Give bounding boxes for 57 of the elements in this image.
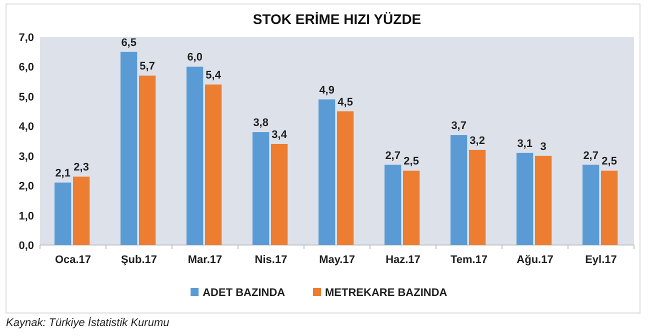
y-tick-label: 0,0 bbox=[18, 240, 34, 252]
data-label: 2,5 bbox=[602, 156, 617, 168]
x-tick-label: Ağu.17 bbox=[516, 254, 554, 266]
x-tick-label: Eyl.17 bbox=[585, 254, 617, 266]
data-label: 3 bbox=[540, 140, 546, 153]
y-tick-label: 5,0 bbox=[18, 91, 34, 104]
data-label: 2,5 bbox=[404, 156, 419, 168]
data-label: 2,7 bbox=[583, 150, 598, 162]
bar bbox=[337, 111, 354, 245]
data-label: 6,0 bbox=[187, 52, 202, 64]
data-label: 3,1 bbox=[517, 138, 532, 150]
x-tick-label: Tem.17 bbox=[450, 254, 488, 266]
legend-label: METREKARE BAZINDA bbox=[325, 287, 448, 299]
bar bbox=[535, 156, 552, 245]
bar bbox=[271, 144, 288, 245]
bar bbox=[450, 135, 468, 245]
y-tick-label: 2,0 bbox=[18, 180, 34, 193]
y-tick-label: 6,0 bbox=[18, 62, 34, 74]
data-label: 6,5 bbox=[121, 36, 136, 49]
bar bbox=[252, 132, 270, 245]
data-label: 4,5 bbox=[338, 96, 353, 108]
x-tick-label: Şub.17 bbox=[120, 254, 158, 266]
bar bbox=[139, 76, 156, 245]
x-tick-label: Oca.17 bbox=[54, 254, 92, 266]
bar bbox=[205, 84, 222, 245]
text: Kaynak: Türkiye İstatistik Kurumu bbox=[6, 316, 170, 329]
bar bbox=[516, 152, 534, 245]
chart-title: STOK ERİME HIZI YÜZDE bbox=[252, 11, 422, 27]
y-tick-label: 7,0 bbox=[18, 32, 34, 44]
bar bbox=[582, 164, 600, 245]
bar bbox=[384, 164, 402, 245]
data-label: 2,7 bbox=[385, 150, 400, 162]
y-tick-label: 1,0 bbox=[18, 210, 34, 222]
bar bbox=[403, 170, 420, 245]
bar bbox=[73, 176, 90, 245]
data-label: 5,4 bbox=[206, 70, 222, 82]
x-tick-label: Haz.17 bbox=[386, 254, 420, 266]
data-label: 3,2 bbox=[470, 134, 485, 147]
data-label: 3,4 bbox=[272, 128, 288, 141]
y-tick-label: 3,0 bbox=[18, 150, 34, 163]
data-label: 2,3 bbox=[74, 162, 89, 174]
x-tick-label: Mar.17 bbox=[188, 254, 222, 266]
x-tick-label: May.17 bbox=[319, 254, 355, 266]
data-label: 2,1 bbox=[55, 168, 70, 180]
bar bbox=[120, 52, 138, 245]
bar bbox=[54, 182, 72, 245]
bar bbox=[318, 99, 336, 245]
data-label: 3,7 bbox=[451, 120, 466, 132]
data-label: 5,7 bbox=[140, 60, 155, 73]
data-label: 4,9 bbox=[319, 84, 334, 96]
legend-label: ADET BAZINDA bbox=[202, 287, 286, 299]
y-tick-label: 4,0 bbox=[18, 121, 34, 134]
data-label: 3,8 bbox=[253, 117, 268, 130]
bar bbox=[601, 170, 618, 245]
bar bbox=[469, 150, 486, 245]
x-tick-label: Nis.17 bbox=[254, 254, 288, 266]
bar bbox=[186, 66, 204, 245]
